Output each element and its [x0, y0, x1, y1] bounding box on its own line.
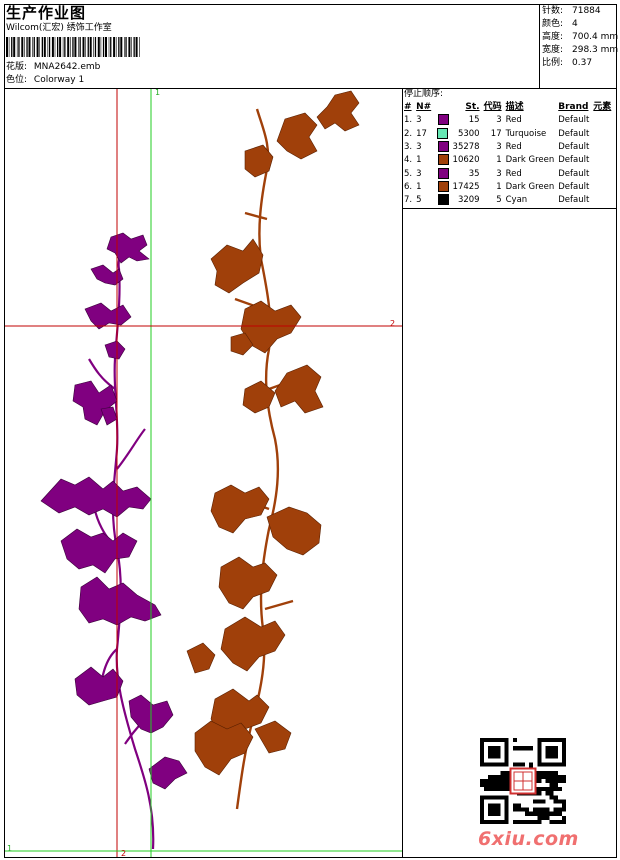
stop-stitches: 35278 [452, 142, 480, 153]
design-area [4, 88, 403, 858]
stop-brand: Default [558, 128, 590, 139]
guide-label-top-green: 1 [155, 88, 161, 97]
stop-stitches: 5300 [457, 128, 480, 139]
color-swatch [437, 114, 449, 126]
stat-height: 高度: 700.4 mm [542, 32, 619, 42]
stop-needle: 1 [414, 154, 450, 167]
stop-index: 4. [404, 155, 413, 166]
stat-scale: 比例: 0.37 [542, 58, 593, 68]
color-swatch [437, 141, 449, 153]
stat-width: 宽度: 298.3 mm [542, 45, 619, 55]
stat-stitches: 针数: 71884 [542, 6, 601, 16]
stop-row: 7. 5 3209 5 Cyan Default [402, 194, 613, 207]
page-title: 生产作业图 [6, 4, 87, 22]
colorway-value: Colorway 1 [33, 75, 85, 85]
color-swatch [437, 194, 449, 206]
stop-needle: 3 [414, 114, 450, 127]
stop-brand: Default [558, 142, 590, 153]
stop-stitches: 3209 [457, 195, 480, 206]
stop-row: 2. 17 5300 17 Turquoise Default [402, 127, 613, 141]
color-swatch [437, 180, 449, 192]
stop-description: Red [505, 115, 522, 126]
col-needle: N# [416, 102, 432, 113]
design-file: MNA2642.emb [33, 62, 101, 72]
guide-label-right-red: 2 [390, 319, 396, 328]
guide-label-bottom-red: 2 [121, 849, 127, 858]
stop-brand: Default [558, 195, 590, 206]
stop-index: 5. [404, 168, 413, 179]
color-swatch [437, 154, 449, 166]
stop-stitches: 35 [468, 168, 480, 179]
purple-leaves [40, 232, 188, 790]
stop-description: Turquoise [505, 128, 547, 139]
stop-row: 4. 1 10620 1 Dark Green Default [402, 154, 613, 167]
stop-code: 1 [496, 181, 502, 192]
stop-index: 6. [404, 181, 413, 192]
stop-sequence-title: 停止顺序: [404, 89, 444, 99]
stop-needle: 5 [414, 194, 450, 207]
stop-code: 3 [496, 115, 502, 126]
watermark-logo: 6xiu.com [478, 828, 579, 850]
brown-leaves [186, 90, 360, 776]
design-file-row: 花版: MNA2642.emb [6, 62, 100, 73]
stop-description: Dark Green [505, 181, 555, 192]
stop-needle: 17 [414, 127, 450, 141]
stop-element [591, 194, 613, 207]
stop-index: 7. [404, 195, 413, 206]
stop-stitches: 17425 [452, 181, 480, 192]
col-code: 代码 [483, 102, 502, 113]
colorway-row: 色位: Colorway 1 [6, 75, 84, 86]
studio-name: Wilcom(汇宏) 绣饰工作室 [6, 23, 112, 33]
color-swatch [436, 127, 448, 139]
stop-row: 1. 3 15 3 Red Default [402, 114, 613, 127]
guide-label-left-green: 1 [7, 844, 13, 853]
stop-element [591, 154, 613, 167]
stop-element [591, 114, 613, 127]
stop-code: 1 [496, 155, 502, 166]
stop-code: 17 [490, 128, 502, 139]
colorway-label: 色位: [6, 75, 28, 85]
stop-element [591, 141, 613, 154]
stop-description: Dark Green [505, 155, 555, 166]
stop-row: 5. 3 35 3 Red Default [402, 167, 613, 180]
stop-index: 2. [404, 128, 413, 139]
stop-index: 3. [404, 142, 413, 153]
stop-needle: 3 [414, 141, 450, 154]
stop-code: 5 [496, 195, 502, 206]
barcode [6, 37, 140, 57]
stop-index: 1. [404, 115, 413, 126]
stop-table-header: # N# St. 代码 描述 Brand 元素 [402, 101, 613, 114]
stop-needle: 3 [414, 167, 450, 180]
col-index: # [404, 102, 412, 113]
qr-code [480, 738, 566, 824]
stop-brand: Default [558, 181, 590, 192]
stop-element [591, 167, 613, 180]
stop-brand: Default [558, 155, 590, 166]
col-description: 描述 [505, 102, 524, 113]
stop-element [591, 181, 613, 194]
stop-brand: Default [558, 115, 590, 126]
design-label: 花版: [6, 62, 28, 72]
stop-row: 3. 3 35278 3 Red Default [402, 141, 613, 154]
stop-description: Red [505, 168, 522, 179]
stop-sequence-table: # N# St. 代码 描述 Brand 元素 1. 3 15 3 Red Default… [402, 101, 613, 207]
stop-description: Cyan [505, 195, 528, 206]
col-brand: Brand [558, 102, 589, 113]
stop-description: Red [505, 142, 522, 153]
guide-lines [5, 89, 402, 857]
stop-stitches: 10620 [452, 155, 480, 166]
stop-element [591, 128, 613, 141]
stop-code: 3 [496, 142, 502, 153]
stop-code: 3 [496, 168, 502, 179]
stat-colors: 颜色: 4 [542, 19, 578, 29]
embroidery-design [5, 89, 402, 857]
col-element: 元素 [593, 102, 612, 113]
stop-brand: Default [558, 168, 590, 179]
stop-stitches: 15 [468, 115, 480, 126]
stats-list: 针数: 71884 颜色: 4 高度: 700.4 mm 宽度: 298.3 mm 比例… [542, 6, 618, 69]
color-swatch [437, 167, 449, 179]
col-stitches: St. [465, 102, 480, 113]
stop-needle: 1 [414, 180, 450, 194]
stop-row: 6. 1 17425 1 Dark Green Default [402, 180, 613, 194]
